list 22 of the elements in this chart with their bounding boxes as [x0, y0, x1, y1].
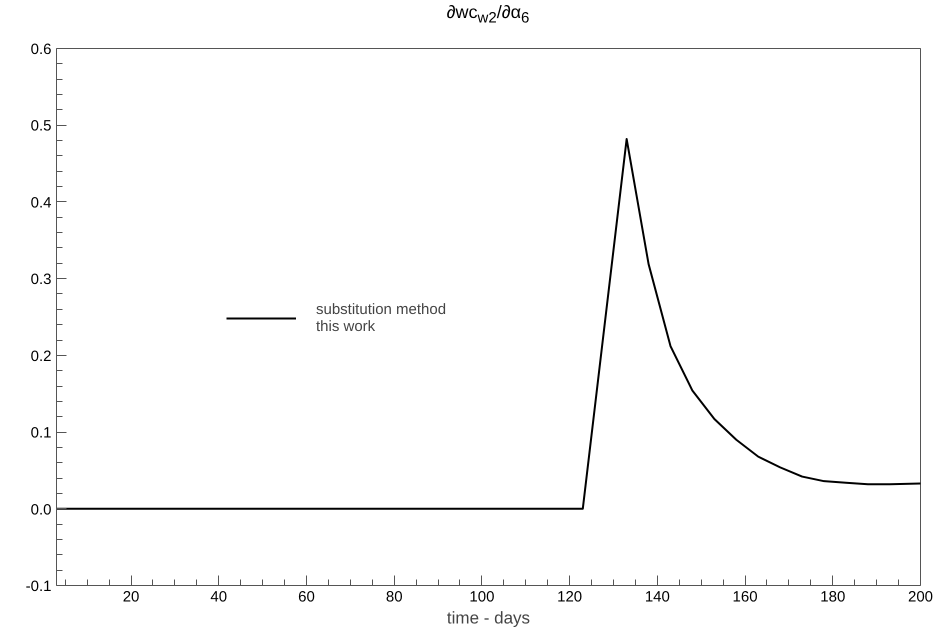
x-tick-label: 80 — [386, 588, 403, 606]
x-tick-label: 20 — [122, 588, 140, 606]
x-tick-label: 180 — [820, 588, 846, 606]
chart-title: ∂wc$_{w2}$/∂α$_{6}$ — [446, 1, 530, 29]
y-tick-label: -0.1 — [26, 578, 52, 595]
y-tick-label: 0.0 — [30, 501, 52, 518]
y-tick-label: 0.6 — [30, 41, 52, 58]
x-tick-label: 160 — [732, 588, 758, 606]
x-tick-label: 140 — [644, 588, 670, 606]
x-tick-label: 120 — [557, 588, 582, 606]
x-tick-label: 60 — [298, 588, 315, 606]
y-tick-label: 0.1 — [30, 424, 52, 442]
x-axis-title: time - days — [446, 608, 530, 628]
y-tick-label: 0.5 — [30, 118, 52, 135]
legend-label: substitution method this work — [316, 301, 446, 335]
x-tick-label: 40 — [210, 588, 228, 606]
y-tick-label: 0.2 — [30, 348, 52, 365]
y-tick-label: 0.3 — [30, 271, 52, 288]
x-tick-label: 200 — [908, 588, 934, 606]
line-series — [56, 138, 920, 510]
x-tick-label: 100 — [469, 588, 494, 606]
y-tick-label: 0.4 — [30, 194, 52, 212]
